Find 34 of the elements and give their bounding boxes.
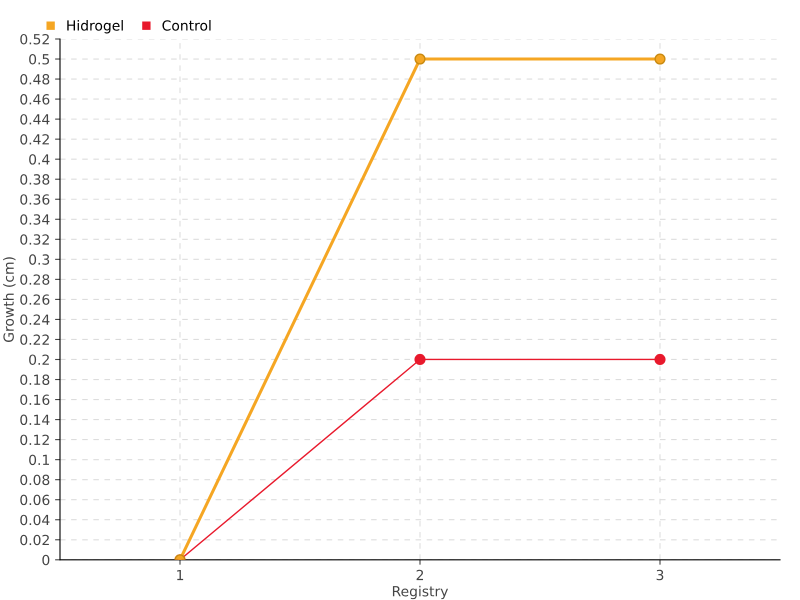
y-tick-label: 0.4	[29, 154, 50, 165]
y-tick-label: 0.06	[20, 494, 50, 506]
y-tick-label: 0.3	[29, 254, 50, 265]
y-tick-label: 0.04	[20, 514, 50, 526]
y-tick-label: 0.16	[20, 394, 50, 406]
y-tick-label: 0.24	[20, 314, 50, 325]
y-tick-label: 0.32	[20, 234, 49, 245]
y-tick-label: 0.02	[20, 534, 49, 546]
y-tick-label: 0.18	[20, 374, 50, 385]
y-tick-label: 0.26	[20, 294, 50, 305]
y-tick-label: 0.2	[29, 354, 49, 365]
y-tick-label: 0.46	[20, 94, 50, 105]
y-tick-label: 0.42	[20, 134, 49, 145]
legend-label: Hidrogel	[67, 20, 123, 34]
y-tick-label: 0.28	[20, 274, 50, 285]
y-axis-title: Growth (cm)	[3, 257, 16, 342]
x-tick-label: 3	[656, 570, 664, 580]
y-tick-label: 0	[42, 554, 50, 566]
y-tick-label: 0.44	[20, 114, 50, 125]
y-tick-label: 0.14	[20, 414, 50, 426]
x-tick-label: 2	[416, 570, 424, 580]
y-tick-label: 0.1	[29, 454, 49, 466]
y-tick-label: 0.22	[20, 334, 49, 345]
y-tick-label: 0.08	[20, 474, 50, 486]
y-tick-label: 0.12	[20, 434, 49, 446]
y-tick-label: 0.48	[20, 74, 50, 85]
y-tick-label: 0.52	[20, 34, 49, 44]
y-tick-label: 0.34	[20, 214, 50, 225]
y-tick-label: 0.38	[20, 174, 50, 185]
x-tick-label: 1	[177, 570, 184, 580]
y-tick-label: 0.36	[20, 194, 50, 205]
y-tick-label: 0.5	[29, 54, 50, 65]
x-axis-title: Registry	[392, 586, 448, 600]
legend-label: Control	[162, 20, 211, 31]
